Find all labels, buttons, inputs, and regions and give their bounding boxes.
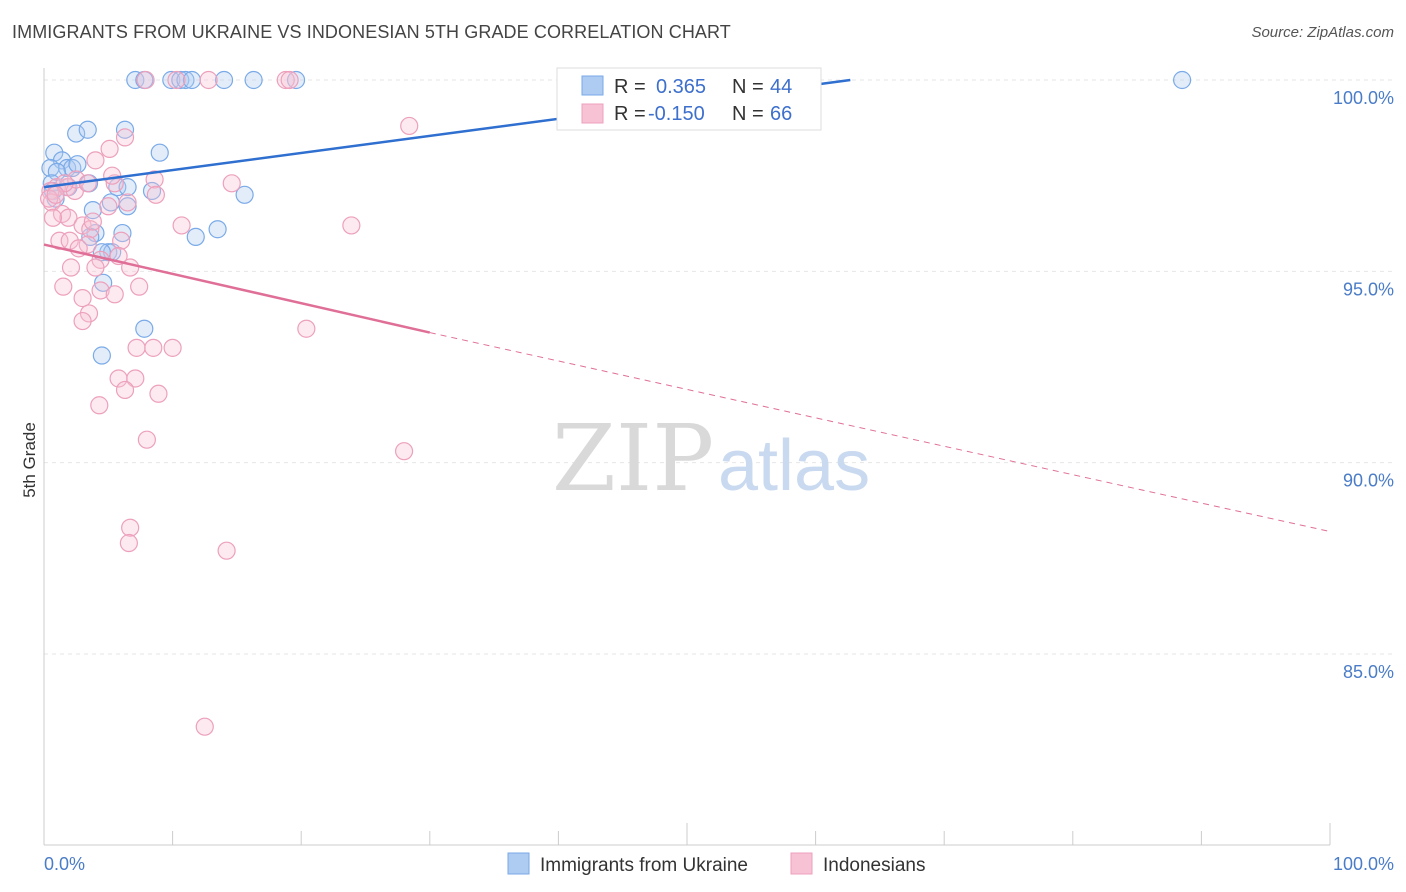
point-ukraine-38: [99, 243, 118, 262]
point-indonesians-51: [115, 380, 135, 400]
point-indonesians-58: [217, 541, 236, 560]
bottom-legend-label-indonesians: Indonesians: [823, 855, 925, 876]
point-ukraine-34: [113, 223, 132, 243]
point-indonesians-59: [195, 717, 214, 736]
point-indonesians-65: [83, 212, 102, 231]
point-indonesians-28: [342, 216, 361, 235]
watermark: ZIP atlas: [552, 405, 870, 512]
point-indonesians-37: [54, 277, 73, 296]
x-tick-labels: 0.0% 100.0%: [44, 854, 1394, 874]
y-tick-label-1: 95.0%: [1343, 279, 1394, 299]
legend-r-label-indonesians: R =: [614, 103, 646, 125]
point-indonesians-45: [297, 319, 316, 338]
legend-n-value-ukraine: 44: [770, 76, 792, 98]
watermark-zip: ZIP: [552, 405, 714, 512]
point-indonesians-6: [115, 128, 135, 147]
point-indonesians-47: [144, 338, 163, 357]
point-ukraine-43: [92, 346, 111, 365]
point-ukraine-5: [182, 70, 201, 90]
point-indonesians-8: [86, 151, 105, 170]
point-indonesians-3: [276, 70, 295, 90]
point-ukraine-29: [235, 185, 254, 204]
y-axis-label: 5th Grade: [20, 422, 39, 498]
point-indonesians-54: [137, 430, 156, 449]
legend-n-label-indonesians: N =: [732, 103, 764, 125]
trend-line-indonesians: [43, 243, 431, 334]
legend-r-value-ukraine: 0.365: [656, 76, 706, 98]
point-indonesians-21: [59, 208, 78, 227]
series-indonesians-points: [40, 70, 419, 736]
point-indonesians-1: [167, 70, 186, 90]
point-indonesians-0: [136, 70, 155, 90]
y-tick-labels: 100.0% 95.0% 90.0% 85.0%: [1333, 88, 1394, 682]
legend-n-value-indonesians: 66: [770, 103, 792, 125]
point-indonesians-48: [163, 338, 182, 357]
point-ukraine-37: [208, 220, 227, 239]
point-indonesians-7: [100, 139, 119, 158]
point-ukraine-9: [1173, 70, 1192, 90]
legend-n-label-ukraine: N =: [732, 76, 764, 98]
point-indonesians-44: [73, 311, 92, 331]
point-indonesians-2: [199, 70, 218, 90]
axes: [43, 68, 1331, 846]
point-indonesians-64: [46, 185, 65, 204]
point-ukraine-14: [150, 143, 169, 162]
bottom-legend: Immigrants from Ukraine Indonesians: [507, 852, 925, 876]
x-tick-label-min: 0.0%: [44, 854, 85, 874]
y-tick-label-2: 90.0%: [1343, 471, 1394, 491]
point-indonesians-50: [126, 369, 145, 388]
chart-source: Source: ZipAtlas.com: [1251, 24, 1394, 41]
legend-box: R = 0.365 N = 44 R = -0.150 N = 66: [556, 67, 822, 131]
legend-swatch-indonesians: [581, 103, 604, 124]
point-indonesians-34: [86, 258, 105, 277]
point-indonesians-35: [112, 231, 131, 250]
point-indonesians-57: [119, 533, 138, 553]
point-indonesians-25: [118, 193, 137, 212]
point-indonesians-56: [121, 518, 140, 537]
watermark-atlas: atlas: [718, 426, 870, 506]
y-tick-label-0: 100.0%: [1333, 88, 1394, 108]
point-indonesians-24: [99, 197, 118, 216]
chart-title: IMMIGRANTS FROM UKRAINE VS INDONESIAN 5T…: [12, 22, 731, 42]
bottom-legend-swatch-ukraine: [507, 852, 530, 875]
point-ukraine-32: [118, 197, 137, 216]
point-indonesians-38: [61, 258, 81, 277]
point-ukraine-18: [68, 155, 87, 174]
point-indonesians-40: [91, 281, 110, 300]
bottom-legend-label-ukraine: Immigrants from Ukraine: [540, 855, 748, 876]
point-ukraine-13: [45, 143, 64, 162]
legend-r-value-indonesians: -0.150: [648, 103, 705, 125]
point-indonesians-52: [149, 384, 168, 403]
point-indonesians-55: [394, 442, 414, 461]
point-indonesians-4: [280, 70, 299, 90]
point-indonesians-5: [400, 116, 419, 136]
point-ukraine-6: [214, 70, 234, 90]
point-indonesians-26: [146, 185, 165, 204]
point-ukraine-12: [115, 120, 135, 139]
point-indonesians-46: [127, 338, 146, 357]
point-indonesians-16: [145, 170, 164, 189]
point-indonesians-17: [222, 174, 241, 193]
point-indonesians-29: [43, 208, 63, 227]
point-indonesians-42: [130, 277, 149, 296]
point-ukraine-10: [67, 124, 86, 143]
legend-r-label-ukraine: R =: [614, 76, 646, 98]
point-ukraine-42: [135, 319, 154, 338]
point-ukraine-7: [244, 70, 263, 90]
point-ukraine-36: [186, 227, 205, 246]
point-indonesians-53: [90, 396, 109, 415]
point-indonesians-15: [103, 166, 122, 185]
x-tick-label-max: 100.0%: [1333, 854, 1394, 874]
point-indonesians-32: [78, 235, 97, 254]
point-ukraine-11: [78, 120, 97, 139]
point-ukraine-8: [286, 70, 306, 90]
y-tick-label-3: 85.0%: [1343, 662, 1394, 682]
point-indonesians-41: [105, 285, 124, 304]
point-indonesians-39: [73, 289, 92, 308]
point-indonesians-27: [172, 216, 191, 235]
bottom-legend-swatch-indonesians: [790, 852, 813, 875]
legend-swatch-ukraine: [581, 75, 604, 96]
gridlines: [44, 79, 1394, 655]
